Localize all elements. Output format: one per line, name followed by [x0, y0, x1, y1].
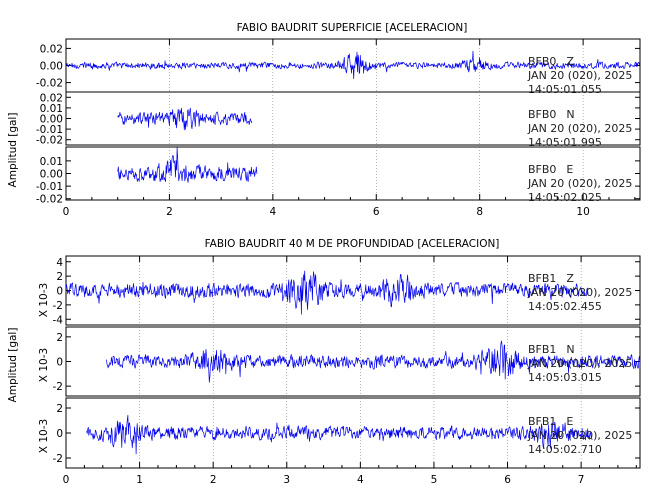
- station-label: BFB0 N: [528, 108, 575, 121]
- trace-bfb0-n: [117, 107, 253, 131]
- x-tick-label: 4: [270, 206, 277, 218]
- panel-x-gridlines: [139, 256, 582, 325]
- y-tick-label: -0.02: [36, 78, 63, 90]
- record-time: 14:05:02.710: [528, 443, 602, 456]
- trace-label-bfb0-z: BFB0 Z JAN 20 (020), 2025 14:05:01.055: [527, 55, 632, 96]
- x-tick-label: 6: [373, 206, 380, 218]
- y-tick-label: 0: [56, 286, 63, 298]
- y-tick-label: 2: [56, 403, 63, 415]
- record-date: JAN 20 (020), 2025: [527, 69, 632, 82]
- scale-factor-label: X 10-3: [38, 419, 50, 453]
- y-tick-label: -0.02: [36, 135, 63, 147]
- record-time: 14:05:01.055: [528, 83, 602, 96]
- y-tick-label: 2: [56, 271, 63, 283]
- x-tick-label: 5: [431, 474, 438, 486]
- trace-bfb1-n: [106, 340, 641, 383]
- station-label: BFB1 N: [528, 343, 575, 356]
- x-tick-label: 3: [283, 474, 290, 486]
- y-tick-label: 2: [56, 332, 63, 344]
- panel-y-ticks: 2 0 -2: [53, 332, 640, 393]
- record-date: JAN 20 (020), 2025: [527, 177, 632, 190]
- depth-y-axis-label: Amplitud [gal]: [7, 328, 19, 403]
- y-tick-label: 0.00: [40, 61, 63, 73]
- panel-bfb1-e: 2 0 -2 BFB1 E JAN 20 (020), 2025 14:05:02.7…: [53, 397, 641, 469]
- scale-factor-label: X 10-3: [38, 348, 50, 382]
- trace-bfb1-z: [65, 270, 589, 315]
- y-tick-label: 0: [56, 428, 63, 440]
- record-time: 14:05:01.995: [528, 136, 602, 149]
- depth-acceleration-figure: FABIO BAUDRIT 40 M DE PROFUNDIDAD [ACELE…: [7, 238, 641, 486]
- station-label: BFB1 Z: [528, 272, 574, 285]
- depth-x-axis: 0 1 2 3 4 5 6 7: [63, 256, 637, 486]
- trace-label-bfb1-e: BFB1 E JAN 20 (020), 2025 14:05:02.710: [527, 415, 632, 456]
- trace-label-bfb1-n: BFB1 N JAN 20 (020), 2025 14:05:03.015: [527, 343, 632, 384]
- record-date: JAN 20 (020), 2025: [527, 286, 632, 299]
- panel-y-ticks: 2 0 -2: [53, 403, 640, 465]
- y-tick-label: 0.01: [40, 156, 63, 168]
- station-label: BFB0 E: [528, 163, 573, 176]
- y-tick-label: -0.01: [36, 181, 63, 193]
- station-label: BFB1 E: [528, 415, 573, 428]
- x-tick-label: 7: [578, 474, 585, 486]
- x-tick-label: 8: [476, 206, 483, 218]
- trace-label-bfb0-n: BFB0 N JAN 20 (020), 2025 14:05:01.995: [527, 108, 632, 149]
- y-tick-label: -4: [53, 314, 64, 326]
- x-tick-label: 2: [210, 474, 217, 486]
- surface-figure-title: FABIO BAUDRIT SUPERFICIE [ACELERACION]: [237, 22, 468, 34]
- surface-y-axis-label: Amplitud [gal]: [7, 113, 19, 188]
- panel-y-ticks: 4 2 0 -2 -4: [53, 257, 640, 326]
- y-tick-label: 0: [56, 357, 63, 369]
- panel-bfb1-n: 2 0 -2 BFB1 N JAN 20 (020), 2025 14:05:03.0…: [53, 326, 641, 397]
- y-tick-label: -2: [53, 300, 63, 312]
- y-tick-label: 0.00: [40, 169, 63, 181]
- y-tick-label: 0.01: [40, 103, 63, 115]
- trace-bfb0-e: [117, 147, 258, 183]
- scale-factor-label: X 10-3: [38, 283, 50, 317]
- record-time: 14:05:02.455: [528, 300, 602, 313]
- panel-y-ticks: 0.020.010.00-0.01-0.02: [36, 92, 640, 147]
- y-tick-label: -0.01: [36, 124, 63, 136]
- x-tick-label: 0: [63, 206, 70, 218]
- y-tick-label: 0.00: [40, 114, 63, 126]
- panel-bfb0-n: 0.020.010.00-0.01-0.02 BFB0 N JAN 20 (020…: [36, 91, 641, 149]
- trace-label-bfb1-z: BFB1 Z JAN 20 (020), 2025 14:05:02.455: [527, 272, 632, 313]
- record-date: JAN 20 (020), 2025: [527, 122, 632, 135]
- x-tick-label: 2: [166, 206, 173, 218]
- y-tick-label: -2: [53, 381, 63, 393]
- y-tick-label: -0.02: [36, 194, 63, 206]
- surface-x-axis: 0 2 4 6 8 10: [63, 39, 636, 218]
- panel-x-gridlines: [139, 327, 582, 396]
- y-tick-label: 0.02: [40, 92, 63, 104]
- record-date: JAN 20 (020), 2025: [527, 357, 632, 370]
- x-tick-label: 6: [504, 474, 511, 486]
- y-tick-label: -2: [53, 453, 63, 465]
- panel-y-ticks: 0.010.00-0.01-0.02: [36, 156, 640, 206]
- record-time: 14:05:03.015: [528, 371, 602, 384]
- y-tick-label: 0.02: [40, 43, 63, 55]
- panel-bfb1-z: 4 2 0 -2 -4 BFB1 Z JAN 20 (020), 2025 14:05:0…: [53, 255, 641, 326]
- x-tick-label: 0: [63, 474, 70, 486]
- x-tick-label: 10: [576, 206, 589, 218]
- y-tick-label: 4: [56, 257, 63, 269]
- depth-figure-title: FABIO BAUDRIT 40 M DE PROFUNDIDAD [ACELE…: [205, 238, 500, 250]
- panel-bfb0-z: 0.02 0.00 -0.02 BFB0 Z JAN 20 (020), 2025 1…: [36, 38, 641, 96]
- trace-bfb1-e: [86, 414, 593, 455]
- trace-bfb0-z: [65, 50, 640, 80]
- record-date: JAN 20 (020), 2025: [527, 429, 632, 442]
- station-label: BFB0 Z: [528, 55, 574, 68]
- x-tick-label: 1: [136, 474, 143, 486]
- surface-acceleration-figure: FABIO BAUDRIT SUPERFICIE [ACELERACION] A…: [7, 22, 641, 218]
- record-time: 14:05:02.025: [528, 191, 602, 204]
- x-tick-label: 4: [357, 474, 364, 486]
